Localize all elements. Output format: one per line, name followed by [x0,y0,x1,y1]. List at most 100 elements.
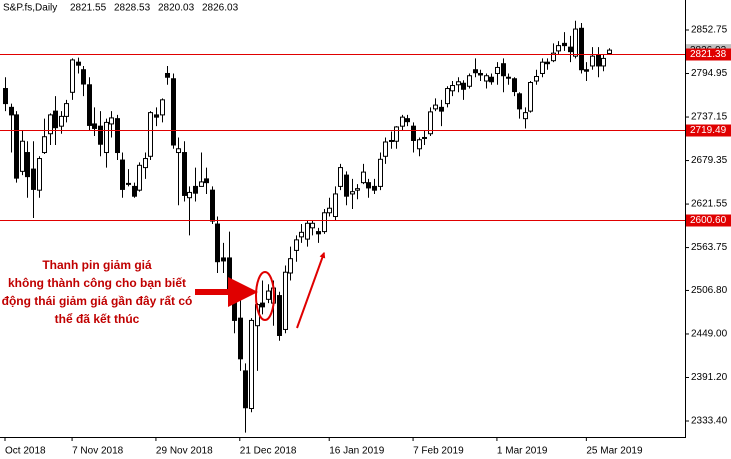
candle-body [573,28,578,57]
candle-body [445,88,450,105]
candle-body [165,72,170,78]
x-tick-label: Oct 2018 [5,446,46,457]
candle-body [383,141,388,157]
candle-body [310,222,315,229]
candle-body [484,75,489,82]
candle-body [14,114,19,179]
annotation-line: thể đã kết thúc [55,312,140,326]
candle-body [171,78,176,146]
candle-body [333,193,338,218]
candle-body [523,112,528,120]
candle-body [433,104,438,110]
candle-body [31,168,36,190]
candle-body [316,231,321,235]
y-tick-label: 2679.35 [691,155,728,166]
candle-body [579,27,584,71]
candle-body [495,66,500,74]
candle-body [294,239,299,251]
candle-body [59,115,64,127]
candle-body [322,212,327,233]
candle-body [87,84,92,126]
candle-body [238,317,243,360]
candle-body [266,290,271,300]
candle-body [277,295,282,336]
candle-body [528,82,533,112]
close-value: 2826.03 [202,3,239,14]
x-tick-label: 1 Mar 2019 [497,446,548,457]
candle-body [3,88,8,105]
candle-body [299,231,304,238]
x-tick-label: 7 Feb 2019 [413,446,464,457]
candle-body [232,298,237,321]
y-tick-label: 2852.75 [691,25,728,36]
candle-body [361,171,366,184]
y-tick-label: 2449.00 [691,329,728,340]
open-value: 2821.55 [70,3,107,14]
candle-body [551,52,556,62]
candle-body [42,136,47,154]
candle-body [25,152,30,178]
candle-body [473,69,478,74]
candle-body [545,61,550,65]
candle-body [556,45,561,52]
candle-body [489,76,494,83]
candle-body [517,93,522,110]
candle-body [506,76,511,79]
candle-body [115,118,120,154]
candle-body [64,103,69,117]
candle-body [154,114,159,118]
candle-body [193,185,198,194]
y-tick-label: 2563.75 [691,242,728,253]
candle-body [400,116,405,127]
x-tick-label: 29 Nov 2018 [156,446,213,457]
candle-body [221,257,226,262]
candle-body [596,54,601,67]
candle-body [182,152,187,196]
candle-body [366,182,371,189]
candle-body [338,167,343,187]
candle-body [327,207,332,214]
candle-body [584,69,589,72]
candle-body [160,99,165,116]
level-box [686,124,731,137]
candle-body [534,75,539,82]
candle-body [20,140,25,172]
x-tick-label: 7 Nov 2018 [72,446,124,457]
level-label: 2600.60 [690,215,727,226]
y-tick-label: 2794.95 [691,68,728,79]
candle-body [243,370,248,409]
candle-body [344,174,349,197]
candle-body [283,271,288,330]
candle-body [422,136,427,139]
symbol: S&P.fs,Daily [3,3,57,14]
candle-body [120,159,125,190]
candle-body [456,81,461,86]
candle-body [305,222,310,240]
candle-body [389,139,394,142]
candle-body [540,61,545,74]
candle-body [227,257,232,292]
candle-body [48,114,53,135]
low-value: 2820.03 [158,3,195,14]
candle-body [81,69,86,85]
x-tick-label: 16 Jan 2019 [329,446,384,457]
candle-body [37,158,42,191]
candle-body [92,123,97,129]
x-tick-label: 21 Dec 2018 [240,446,297,457]
candle-body [215,223,220,263]
candle-body [137,164,142,191]
level-box [686,214,731,227]
candle-body [126,182,131,185]
candle-body [417,139,422,150]
candle-body [372,185,377,191]
candle-body [109,117,114,125]
y-tick-label: 2506.80 [691,285,728,296]
candle-body [568,46,573,53]
level-label: 2719.49 [690,125,727,136]
candle-body [210,189,215,222]
candle-body [501,63,506,77]
y-tick-label: 2333.40 [691,416,728,427]
annotation-shapes [195,251,326,329]
